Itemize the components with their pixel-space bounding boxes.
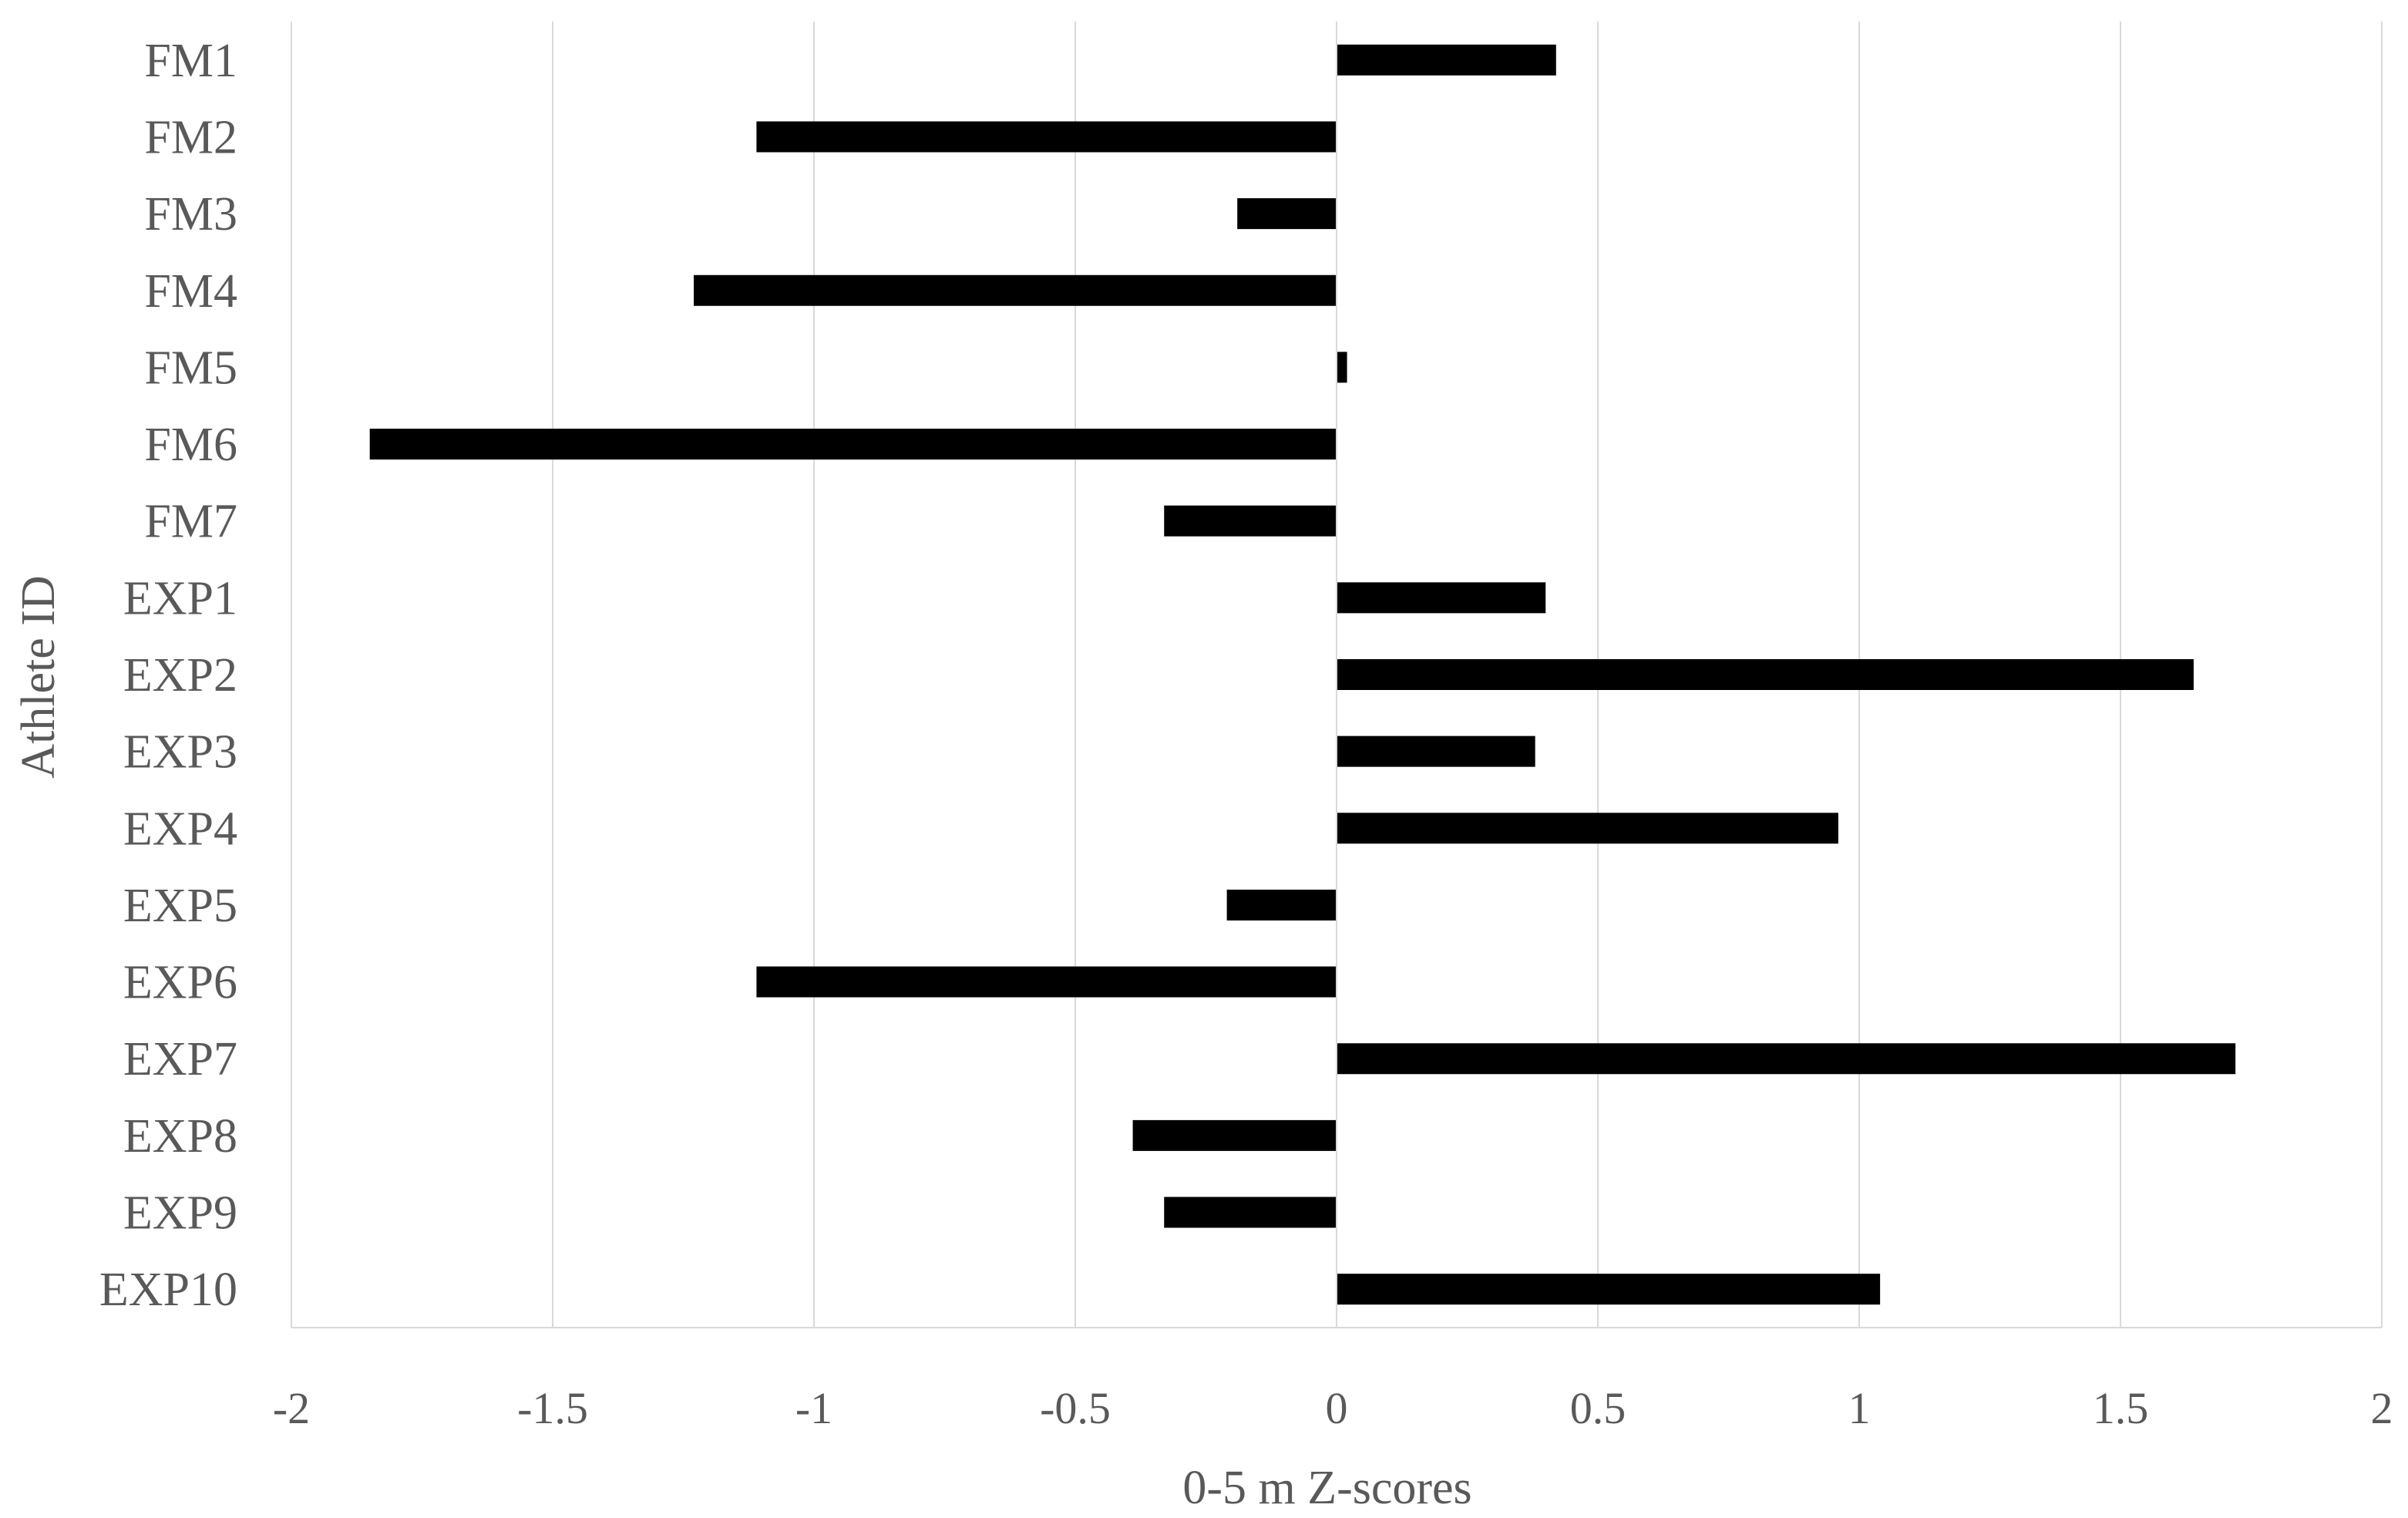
category-label: FM5: [144, 342, 237, 394]
bar: [1337, 44, 1556, 76]
bar: [756, 121, 1337, 153]
category-label: EXP5: [123, 880, 237, 932]
bar: [1337, 813, 1838, 844]
category-label: FM4: [144, 265, 237, 318]
x-axis-title: 0-5 m Z-scores: [1182, 1462, 1471, 1514]
x-tick-label: -2: [273, 1383, 310, 1433]
x-tick-label: 0.5: [1570, 1383, 1626, 1433]
bar: [369, 429, 1337, 460]
category-label: FM7: [144, 496, 237, 548]
category-label: EXP3: [123, 726, 237, 779]
bar: [1237, 198, 1337, 230]
category-label: EXP2: [123, 649, 237, 702]
category-label: EXP8: [123, 1110, 237, 1163]
x-tick-label: 0: [1326, 1383, 1348, 1433]
category-label: EXP4: [123, 803, 237, 855]
category-label: EXP9: [123, 1187, 237, 1240]
category-label: EXP6: [123, 957, 237, 1009]
bar: [1337, 1274, 1881, 1305]
bar: [1164, 1197, 1337, 1228]
x-tick-label: 2: [2371, 1383, 2393, 1433]
bar: [1132, 1119, 1337, 1151]
category-label: EXP1: [123, 572, 237, 624]
category-label: FM2: [144, 111, 237, 163]
bar: [1337, 352, 1347, 383]
bar: [694, 274, 1337, 306]
category-label: EXP10: [99, 1264, 237, 1316]
category-label: FM6: [144, 419, 237, 471]
bar: [1337, 735, 1535, 767]
category-label: FM3: [144, 188, 237, 241]
x-tick-label: -0.5: [1040, 1383, 1111, 1433]
bar: [1226, 889, 1337, 921]
y-axis-title: Athlete ID: [12, 575, 65, 778]
bar: [756, 966, 1337, 998]
bar: [1337, 582, 1546, 614]
x-tick-label: -1: [795, 1383, 832, 1433]
x-tick-label: -1.5: [517, 1383, 588, 1433]
bar: [1337, 659, 2194, 690]
category-label: FM1: [144, 35, 237, 87]
x-tick-label: 1.5: [2093, 1383, 2149, 1433]
category-labels: FM1 FM2 FM3 FM4 FM5 FM6 FM7 EXP1 EXP2 EXP3 EXP4 EXP…: [99, 35, 237, 1316]
x-tick-labels: -2 -1.5 -1 -0.5 0 0.5 1 1.5 2: [273, 1383, 2393, 1433]
bar: [1337, 1043, 2236, 1075]
category-label: EXP7: [123, 1033, 237, 1085]
x-tick-label: 1: [1848, 1383, 1871, 1433]
bar: [1164, 505, 1337, 537]
bars: [369, 44, 2236, 1305]
